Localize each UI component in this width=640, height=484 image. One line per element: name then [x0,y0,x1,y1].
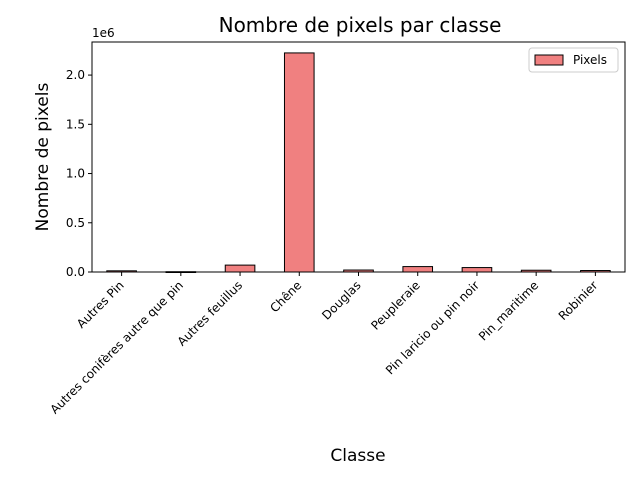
y-tick-label: 1.0 [66,167,85,181]
plot-frame [91,41,626,273]
bars-layer [106,52,611,274]
y-axis-offset-label: 1e6 [92,26,115,40]
bar-2 [224,264,256,273]
x-tick-label: Autres Pin [74,278,127,331]
bar-3 [283,52,315,273]
x-tick-label: Peupleraie [368,278,423,333]
y-tick-label: 0.5 [66,216,85,230]
legend: Pixels [528,47,619,73]
chart-title: Nombre de pixels par classe [219,13,502,37]
x-tick-label: Pin_maritime [476,278,541,343]
y-axis-label: Nombre de pixels [33,83,53,232]
x-tick-label: Chêne [267,278,304,315]
x-axis-label: Classe [330,446,385,466]
x-tick-label: Autres conifères autre que pin [48,278,186,416]
x-tick-label: Douglas [319,278,363,322]
bar-5 [402,266,434,273]
legend-box [528,47,619,73]
x-tick-label: Robinier [556,278,601,323]
y-tick-label: 1.5 [66,117,85,131]
bar-6 [461,267,493,273]
y-tick-label: 0.0 [66,265,85,279]
legend-label: Pixels [573,53,607,67]
y-tick-label: 2.0 [66,68,85,82]
legend-swatch [534,54,564,66]
